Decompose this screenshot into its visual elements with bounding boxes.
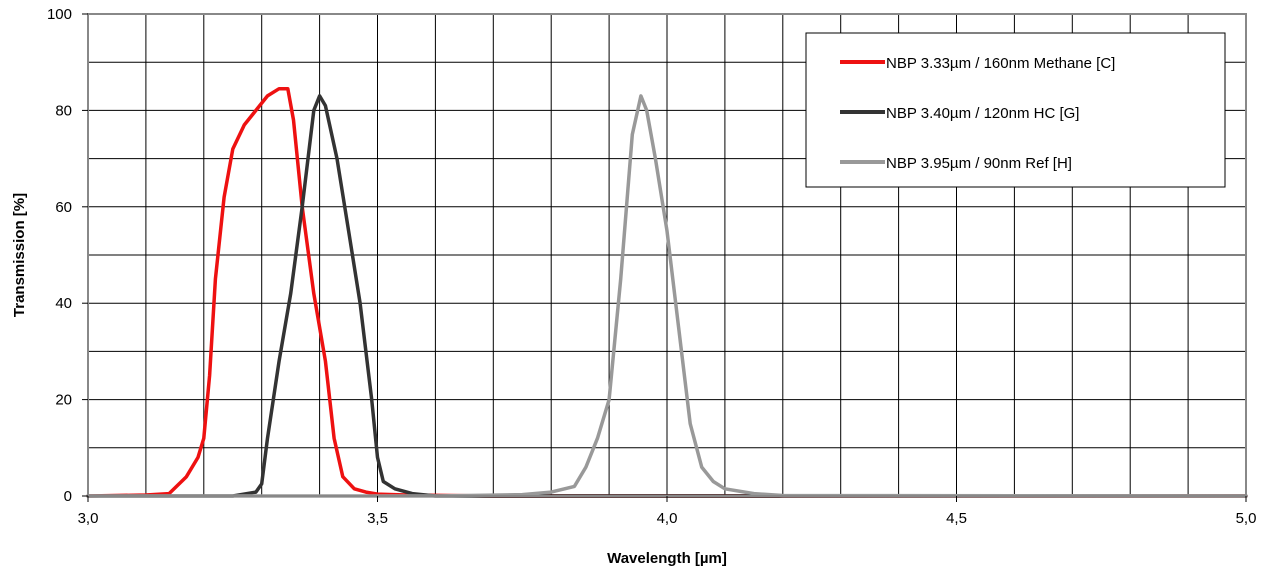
legend-label: NBP 3.40µm / 120nm HC [G] xyxy=(886,105,1079,122)
legend-label: NBP 3.95µm / 90nm Ref [H] xyxy=(886,155,1072,172)
y-tick-label: 60 xyxy=(55,199,72,216)
x-tick-label: 4,0 xyxy=(657,510,678,527)
y-axis-ticks: 0 20 40 60 80 100 xyxy=(47,6,88,505)
x-tick-label: 3,0 xyxy=(78,510,99,527)
x-tick-label: 5,0 xyxy=(1236,510,1257,527)
series-lines xyxy=(86,86,1248,498)
y-tick-label: 40 xyxy=(55,295,72,312)
x-axis-title: Wavelength [µm] xyxy=(607,550,727,567)
y-axis-title: Transmission [%] xyxy=(11,193,28,317)
legend: NBP 3.33µm / 160nm Methane [C] NBP 3.40µm… xyxy=(805,32,1226,188)
series-line-3 xyxy=(86,94,1248,498)
y-tick-label: 0 xyxy=(64,488,72,505)
x-axis-ticks: 3,0 3,5 4,0 4,5 5,0 xyxy=(78,496,1257,527)
legend-label: NBP 3.33µm / 160nm Methane [C] xyxy=(886,55,1115,72)
series-line-2 xyxy=(86,94,1248,498)
y-tick-label: 80 xyxy=(55,102,72,119)
y-tick-label: 100 xyxy=(47,6,72,23)
x-tick-label: 4,5 xyxy=(946,510,967,527)
series-line-1 xyxy=(86,86,1248,498)
x-tick-label: 3,5 xyxy=(367,510,388,527)
y-tick-label: 20 xyxy=(55,392,72,409)
